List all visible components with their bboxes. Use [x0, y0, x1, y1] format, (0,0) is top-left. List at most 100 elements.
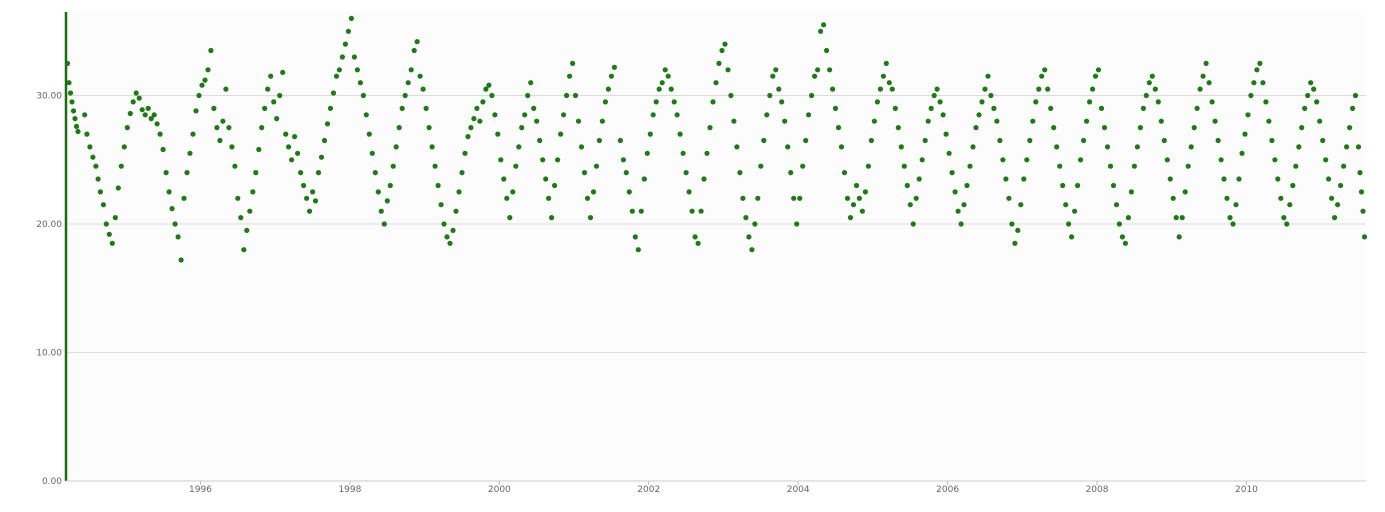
data-point — [916, 176, 922, 182]
data-point — [1084, 118, 1090, 124]
data-point — [868, 137, 875, 144]
data-point — [668, 86, 674, 92]
data-point — [471, 116, 477, 122]
data-point — [339, 54, 345, 60]
data-point — [1185, 163, 1191, 169]
data-point — [345, 28, 351, 34]
data-point — [510, 189, 516, 195]
data-point — [620, 157, 627, 163]
data-point — [1361, 234, 1368, 240]
data-point — [181, 195, 187, 201]
data-point — [737, 170, 743, 176]
data-point — [602, 99, 609, 105]
data-point — [1338, 182, 1344, 189]
data-point — [830, 86, 836, 92]
data-point — [459, 170, 465, 176]
data-point — [247, 208, 253, 214]
data-point — [1191, 125, 1197, 131]
data-point — [710, 99, 716, 105]
data-point — [1266, 118, 1272, 124]
data-point — [1233, 202, 1239, 208]
data-point — [67, 90, 74, 96]
data-point — [692, 234, 698, 240]
data-point — [90, 154, 96, 160]
data-point — [641, 176, 647, 182]
data-point — [160, 146, 166, 153]
data-point — [537, 137, 543, 144]
data-point — [695, 240, 701, 246]
data-point — [910, 221, 916, 227]
data-point — [501, 176, 507, 182]
data-point — [543, 176, 549, 182]
data-point — [232, 163, 238, 169]
data-point — [154, 121, 160, 127]
data-point — [93, 163, 99, 169]
data-point — [109, 240, 115, 246]
data-point — [268, 73, 274, 79]
data-point — [578, 144, 585, 150]
data-point — [1194, 105, 1200, 111]
data-point — [229, 144, 235, 150]
data-point — [758, 163, 764, 169]
data-point — [943, 131, 949, 137]
data-point — [1236, 176, 1242, 182]
data-point — [1015, 227, 1021, 233]
data-point — [513, 163, 519, 169]
data-point — [570, 60, 576, 66]
data-point — [100, 202, 106, 208]
data-point — [806, 112, 812, 118]
data-point — [982, 86, 988, 92]
data-point — [1060, 182, 1066, 189]
data-point — [483, 86, 489, 92]
data-point — [118, 163, 124, 169]
data-point — [593, 163, 600, 169]
data-point — [399, 105, 405, 111]
data-point — [330, 90, 337, 96]
data-point — [84, 131, 90, 137]
data-point — [913, 195, 919, 201]
data-point — [617, 137, 624, 144]
data-point — [402, 92, 408, 99]
data-point — [1221, 176, 1227, 182]
data-point — [525, 92, 531, 99]
data-point — [504, 195, 510, 201]
data-point — [764, 112, 770, 118]
y-tick-label: 10.00 — [36, 349, 62, 359]
data-point — [755, 195, 761, 201]
data-point — [82, 112, 88, 118]
data-point — [889, 86, 895, 92]
data-point — [112, 215, 118, 221]
data-point — [378, 208, 384, 214]
data-point — [69, 99, 75, 105]
data-point — [731, 118, 737, 124]
data-point — [970, 144, 976, 150]
data-point — [791, 195, 797, 201]
data-point — [217, 137, 223, 144]
data-point — [1296, 144, 1302, 150]
data-point — [815, 67, 821, 73]
data-point — [244, 227, 250, 233]
data-point — [1113, 202, 1120, 208]
data-point — [1227, 215, 1233, 221]
data-point — [465, 134, 471, 140]
data-point — [447, 240, 453, 246]
data-point — [1170, 195, 1176, 201]
data-point — [360, 92, 366, 99]
data-point — [495, 131, 501, 137]
data-point — [1155, 99, 1161, 105]
data-point — [1125, 215, 1131, 221]
data-point — [599, 118, 606, 124]
data-point — [528, 80, 534, 86]
data-point — [797, 195, 803, 201]
data-point — [1278, 195, 1284, 201]
data-point — [1030, 118, 1036, 124]
data-point — [716, 60, 722, 66]
data-point — [441, 221, 447, 227]
data-point — [958, 221, 964, 227]
data-point — [175, 234, 181, 240]
data-point — [151, 112, 157, 118]
data-point — [172, 221, 178, 227]
data-point — [877, 86, 884, 92]
data-point — [226, 125, 232, 131]
x-tick-label: 2000 — [488, 485, 511, 495]
